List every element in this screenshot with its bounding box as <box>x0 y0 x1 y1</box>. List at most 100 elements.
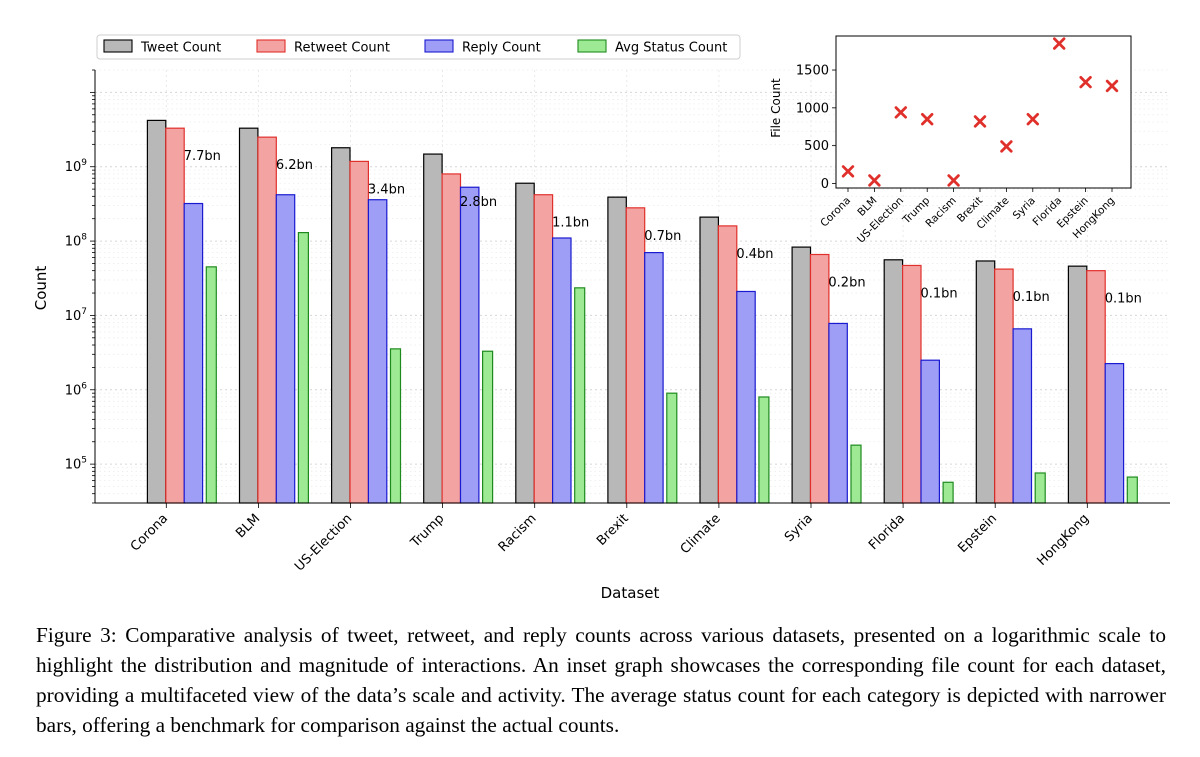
data-label: 0.1bn <box>1013 290 1050 305</box>
data-label: 6.2bn <box>276 158 313 173</box>
bar-tweet-count-hongkong <box>1067 265 1088 504</box>
bar-reply-count-brexit <box>644 251 664 504</box>
x-marker-stroke <box>1053 37 1066 50</box>
x-marker-stroke <box>1000 140 1013 153</box>
inset-point-blm <box>868 174 881 187</box>
data-label: 3.4bn <box>368 182 405 197</box>
x-tick-label: US-Election <box>292 511 355 574</box>
inset-y-axis-label: File Count <box>769 78 783 138</box>
main-data-labels: 7.7bn 6.2bn 3.4bn 2.8bn 1.1bn 0.7bn 0.4bn 0.2bn… <box>184 149 1142 306</box>
inset-y-tick-label: 0 <box>821 177 829 192</box>
series-reply-count <box>183 186 1125 504</box>
bar-retweet-count-corona <box>165 127 185 504</box>
bar-reply-count-corona <box>183 202 204 504</box>
inset-point-brexit <box>973 115 987 128</box>
inset-point-epstein <box>1079 75 1092 89</box>
data-label: 0.7bn <box>644 229 681 244</box>
main-x-ticks: Corona BLM US-Election Trump Racism Brexit Cli… <box>128 503 1092 574</box>
bar-tweet-count-brexit <box>607 196 627 504</box>
bar-avg-status-count-brexit <box>666 392 678 504</box>
bar-retweet-count-us-election <box>349 160 369 504</box>
data-label: 0.1bn <box>1105 292 1142 307</box>
y-tick-label: 109 <box>65 158 88 175</box>
bar-avg-status-count-syria <box>850 444 862 504</box>
legend-entry-reply-count: Reply Count <box>424 39 541 56</box>
legend-swatch <box>103 39 133 53</box>
legend-label: Reply Count <box>462 41 541 56</box>
x-tick-label: Racism <box>496 511 540 555</box>
data-label: 0.1bn <box>921 286 958 301</box>
data-label: 7.7bn <box>184 149 221 164</box>
x-tick-label: Epstein <box>955 511 1000 556</box>
data-label: 0.4bn <box>736 247 773 262</box>
main-bars <box>146 119 1138 504</box>
x-tick-label: HongKong <box>1034 511 1092 569</box>
x-tick-label: Corona <box>128 511 171 554</box>
y-tick-label: 105 <box>65 456 87 473</box>
bar-tweet-count-us-election <box>331 147 351 504</box>
bar-reply-count-syria <box>828 322 848 504</box>
bar-retweet-count-hongkong <box>1086 270 1106 504</box>
x-axis-label: Dataset <box>601 584 660 602</box>
bar-retweet-count-blm <box>257 136 277 504</box>
bar-reply-count-florida <box>920 359 940 504</box>
bar-retweet-count-florida <box>901 264 922 504</box>
inset-point-trump <box>921 112 934 126</box>
bar-avg-status-count-us-election <box>389 348 402 504</box>
x-tick-label: Brexit <box>594 511 632 549</box>
bar-tweet-count-trump <box>423 153 443 504</box>
bar-tweet-count-climate <box>699 216 719 504</box>
y-tick-label: 107 <box>65 307 87 324</box>
bar-retweet-count-racism <box>533 194 554 504</box>
inset-point-racism <box>947 174 960 187</box>
x-tick-label: Florida <box>866 511 908 553</box>
bar-avg-status-count-trump <box>482 350 494 504</box>
series-retweet-count <box>165 127 1106 504</box>
data-label: 0.2bn <box>828 275 865 290</box>
y-tick-label: 108 <box>65 233 88 250</box>
bar-tweet-count-florida <box>883 259 904 504</box>
x-marker-stroke <box>841 165 855 178</box>
figure: 105 106 107 108 109 Corona BLM US-Election Trum… <box>32 34 1170 602</box>
bar-retweet-count-epstein <box>994 268 1014 504</box>
bar-tweet-count-blm <box>238 127 259 504</box>
bar-reply-count-racism <box>551 237 572 504</box>
bar-reply-count-climate <box>736 290 756 504</box>
bar-retweet-count-climate <box>717 225 738 504</box>
bar-reply-count-hongkong <box>1104 362 1125 504</box>
legend-swatch <box>424 39 454 53</box>
bar-reply-count-epstein <box>1012 328 1033 504</box>
inset-y-tick-label: 1000 <box>796 101 829 116</box>
x-marker-stroke <box>921 112 934 126</box>
legend-swatch <box>577 39 607 53</box>
bar-reply-count-trump <box>459 186 480 504</box>
bar-avg-status-count-hongkong <box>1126 476 1138 504</box>
legend-label: Tweet Count <box>140 41 221 56</box>
legend-entry-retweet-count: Retweet Count <box>256 39 390 56</box>
x-marker-stroke <box>1105 79 1119 93</box>
main-y-ticks: 105 106 107 108 109 <box>65 69 95 504</box>
inset-y-tick-label: 1500 <box>796 64 829 79</box>
inset-point-florida <box>1053 37 1066 50</box>
inset-point-corona <box>841 165 855 178</box>
bar-avg-status-count-corona <box>205 266 217 504</box>
x-marker-stroke <box>894 106 907 119</box>
data-label: 1.1bn <box>552 216 589 231</box>
y-axis-label: Count <box>32 266 50 311</box>
inset-point-syria <box>1026 112 1039 126</box>
x-tick-label: Syria <box>782 511 816 545</box>
bar-retweet-count-trump <box>441 173 462 504</box>
bar-avg-status-count-racism <box>574 287 586 504</box>
inset-frame <box>835 35 1132 189</box>
x-marker-stroke <box>1026 112 1039 126</box>
x-marker-stroke <box>1079 75 1092 89</box>
figure-caption: Figure 3: Comparative analysis of tweet,… <box>36 623 1166 737</box>
legend-label: Retweet Count <box>294 41 390 56</box>
x-tick-label: Trump <box>407 511 447 551</box>
inset-point-climate <box>1000 140 1013 153</box>
bar-tweet-count-syria <box>791 246 812 504</box>
bar-avg-status-count-florida <box>942 481 954 504</box>
bar-tweet-count-racism <box>515 182 535 504</box>
y-tick-label: 106 <box>65 381 88 398</box>
